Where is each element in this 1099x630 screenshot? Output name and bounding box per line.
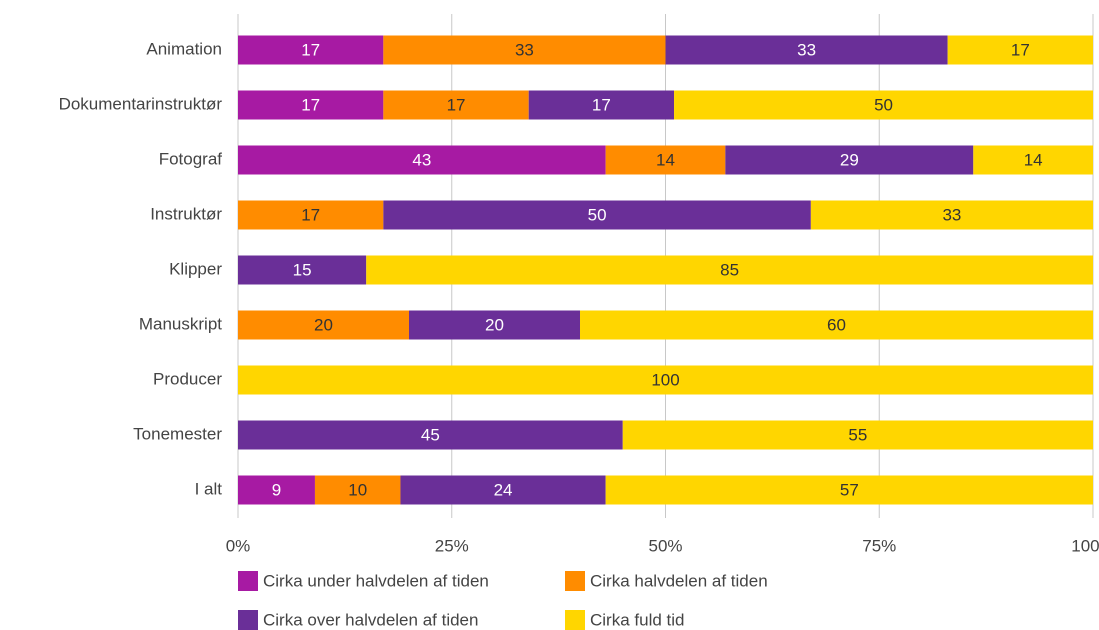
data-label: 17 [592,95,611,114]
data-label: 33 [515,40,534,59]
bar-segment [622,420,1093,450]
category-label: Producer [153,369,222,388]
legend-label: Cirka halvdelen af tiden [590,571,768,590]
bars [238,35,1093,505]
category-label: Animation [146,39,222,58]
labels: 0% 25% 50% 75% 100% Animation 17 33 33 17 Dokument… [59,39,1099,630]
data-label: 17 [447,95,466,114]
data-label: 57 [840,480,859,499]
category-label: I alt [195,479,223,498]
data-label: 50 [588,205,607,224]
data-label: 43 [412,150,431,169]
bar-segment [366,255,1093,285]
category-label: Dokumentarinstruktør [59,94,223,113]
data-label: 29 [840,150,859,169]
x-tick-label: 25% [435,536,469,555]
x-tick-label: 100% [1071,536,1099,555]
bar-segment [238,475,315,505]
bar-segment [580,310,1093,340]
bar-segment [238,310,409,340]
data-label: 14 [1024,150,1043,169]
bar-segment [383,35,666,65]
bar-segment [674,90,1093,120]
legend-swatch [565,571,585,591]
data-label: 9 [272,480,281,499]
bar-segment [665,35,948,65]
x-tick-label: 0% [226,536,251,555]
data-label: 60 [827,315,846,334]
bar-segment [528,90,675,120]
legend-swatch [238,610,258,630]
category-label: Instruktør [150,204,222,223]
bar-segment [314,475,401,505]
legend-label: Cirka fuld tid [590,610,684,629]
bar-segment [238,365,1093,395]
bar-segment [605,145,726,175]
x-tick-label: 50% [648,536,682,555]
bar-segment [238,200,384,230]
data-label: 15 [293,260,312,279]
data-label: 55 [848,425,867,444]
bar-segment [400,475,606,505]
data-label: 33 [942,205,961,224]
bar-segment [238,90,384,120]
data-label: 33 [797,40,816,59]
legend-label: Cirka under halvdelen af tiden [263,571,489,590]
data-label: 17 [1011,40,1030,59]
bar-segment [947,35,1093,65]
legend-swatch [565,610,585,630]
data-label: 85 [720,260,739,279]
data-label: 45 [421,425,440,444]
data-label: 17 [301,205,320,224]
bar-segment [238,255,367,285]
bar-segment [409,310,580,340]
data-label: 100 [651,370,679,389]
data-label: 17 [301,95,320,114]
legend-label: Cirka over halvdelen af tiden [263,610,478,629]
category-label: Manuskript [139,314,222,333]
data-label: 20 [485,315,504,334]
data-label: 20 [314,315,333,334]
bar-segment [238,35,384,65]
data-label: 17 [301,40,320,59]
bar-segment [383,200,811,230]
bar-segment [238,145,606,175]
data-label: 14 [656,150,675,169]
category-label: Fotograf [159,149,223,168]
data-label: 24 [494,480,513,499]
bar-segment [238,420,623,450]
bar-segment [810,200,1093,230]
legend-swatch [238,571,258,591]
bar-segment [383,90,529,120]
x-tick-label: 75% [862,536,896,555]
category-label: Tonemester [133,424,222,443]
category-label: Klipper [169,259,222,278]
bar-segment [725,145,974,175]
bar-segment [605,475,1093,505]
data-label: 50 [874,95,893,114]
bar-segment [973,145,1093,175]
data-label: 10 [348,480,367,499]
